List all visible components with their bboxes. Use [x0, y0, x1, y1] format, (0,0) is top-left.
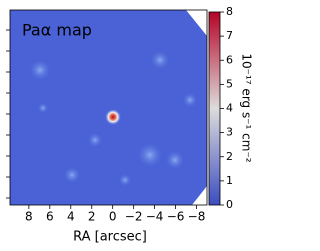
colorbar-tick-label: 5 [226, 77, 233, 90]
x-tick-label: 4 [67, 210, 75, 224]
point-source [105, 109, 121, 125]
colorbar-tick-label: 4 [226, 102, 233, 115]
chart-title: Paα map [22, 21, 92, 40]
y-ticks [6, 29, 10, 199]
chart: Paα map RA [arcsec] 10⁻¹⁷ erg s⁻¹ cm⁻² 8… [6, 5, 254, 245]
x-tick-label: 8 [25, 210, 33, 224]
blob [183, 93, 197, 107]
blob [119, 174, 131, 186]
blob [151, 51, 169, 69]
x-tick-label: 2 [88, 210, 96, 224]
blob [30, 60, 50, 80]
blob [64, 167, 80, 183]
colorbar-label: 10⁻¹⁷ erg s⁻¹ cm⁻² [240, 53, 254, 162]
x-tick-label: −4 [146, 210, 164, 224]
blob [166, 151, 184, 169]
blob [38, 103, 48, 113]
colorbar-tick-label: 3 [226, 126, 233, 139]
x-tick-label: 6 [46, 210, 54, 224]
x-tick-label: −2 [125, 210, 143, 224]
x-tick-label: 0 [109, 210, 117, 224]
colorbar-tick-label: 8 [226, 5, 233, 18]
colorbar [208, 11, 221, 206]
axes-frame [9, 9, 208, 206]
colorbar-tick-label: 6 [226, 53, 233, 66]
x-tick-label: −8 [188, 210, 206, 224]
colorbar-tick-label: 1 [226, 174, 233, 187]
blob [138, 143, 162, 167]
map [10, 10, 207, 205]
colorbar-tick-label: 7 [226, 29, 233, 42]
colorbar-tick-label: 0 [226, 198, 233, 211]
blob [88, 133, 102, 147]
colorbar-tick-label: 2 [226, 150, 233, 163]
x-axis-label: RA [arcsec] [73, 230, 147, 245]
x-tick-label: −6 [167, 210, 185, 224]
